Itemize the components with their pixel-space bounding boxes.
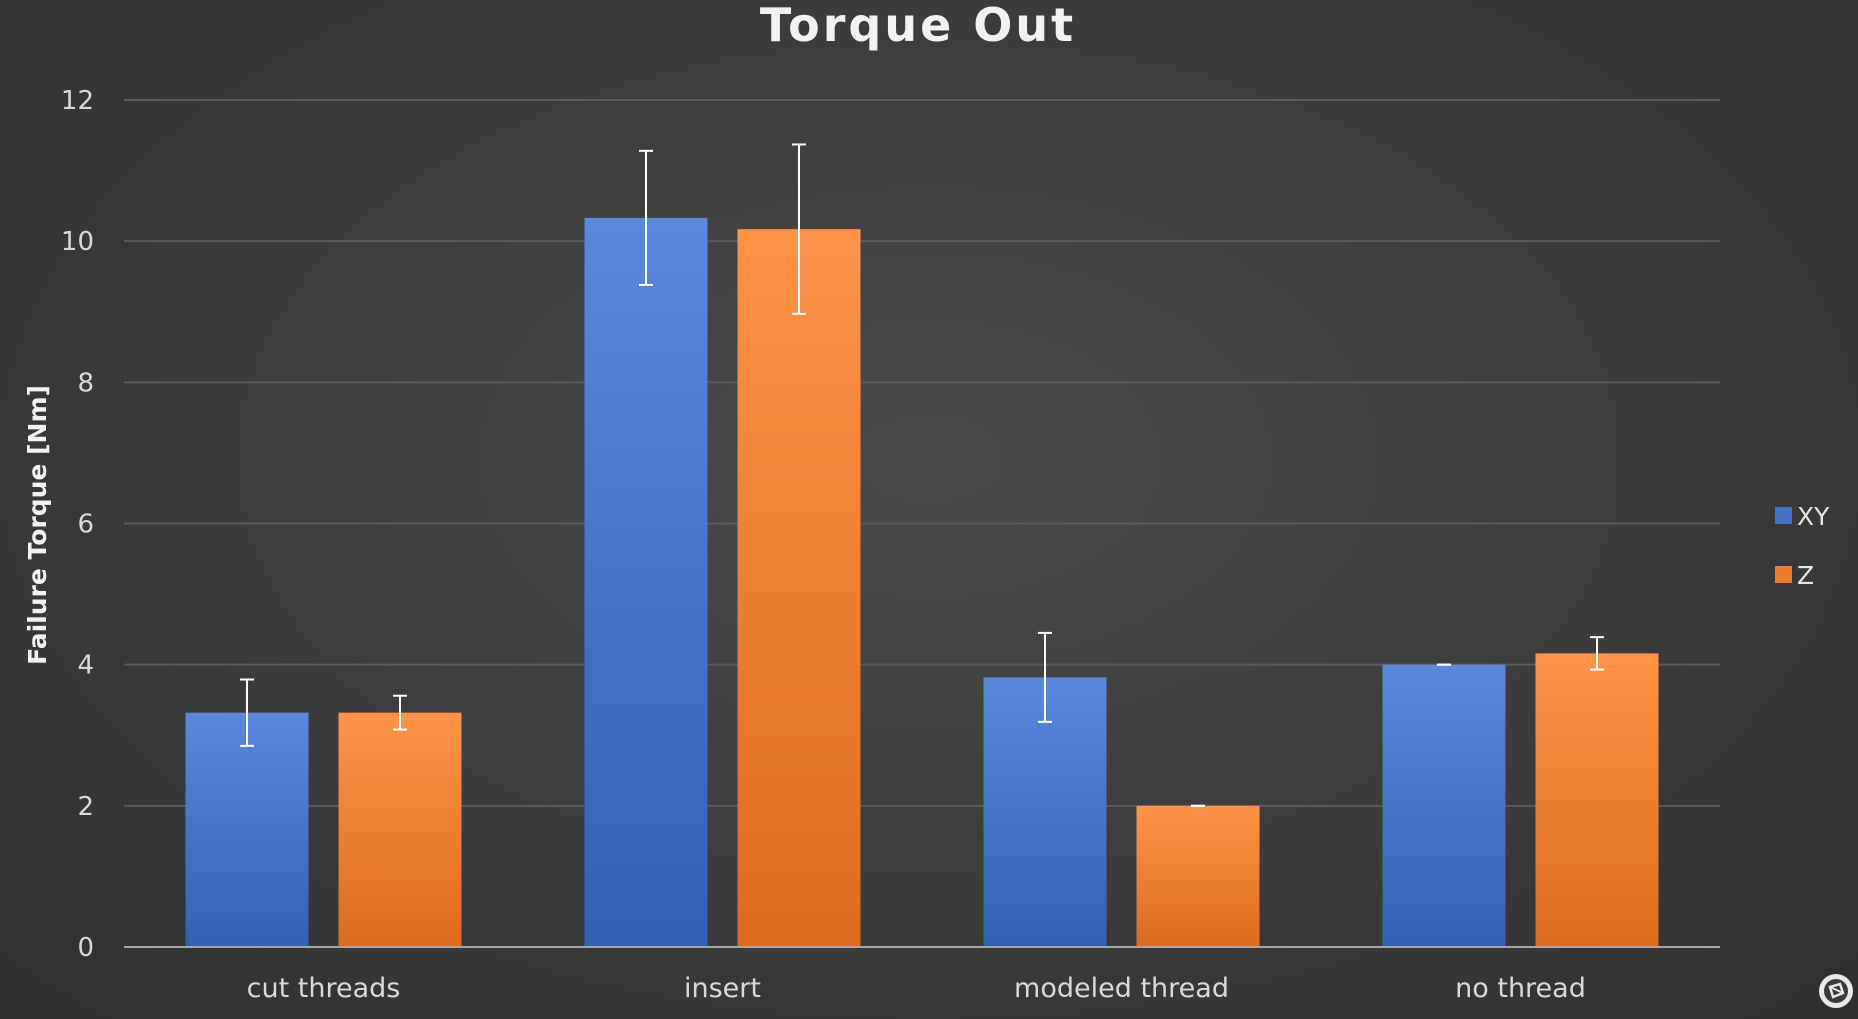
x-category-label: insert xyxy=(684,973,761,1004)
y-tick-label: 6 xyxy=(77,510,94,540)
x-category-label: no thread xyxy=(1455,973,1586,1004)
legend-label-xy: XY xyxy=(1797,502,1830,531)
bar-xy-3 xyxy=(1382,664,1506,947)
legend-swatch-z xyxy=(1775,566,1792,583)
legend-swatch-xy xyxy=(1775,507,1792,524)
bar-z-1 xyxy=(737,229,861,948)
y-tick-label: 12 xyxy=(61,86,94,116)
bars xyxy=(185,217,1659,948)
bar-z-3 xyxy=(1535,653,1659,947)
x-category-labels: cut threads insert modeled thread no thread xyxy=(247,973,1586,1004)
x-category-label: cut threads xyxy=(247,973,401,1004)
bar-xy-0 xyxy=(185,712,309,947)
x-category-label: modeled thread xyxy=(1014,973,1229,1004)
y-tick-label: 0 xyxy=(77,933,94,963)
logo-icon xyxy=(1819,974,1853,1008)
chart-title: Torque Out xyxy=(760,0,1076,52)
legend-label-z: Z xyxy=(1797,561,1814,590)
y-tick-labels: 0 2 4 6 8 10 12 xyxy=(61,86,94,963)
bar-z-0 xyxy=(338,712,462,947)
y-tick-label: 8 xyxy=(77,368,94,398)
y-tick-label: 4 xyxy=(77,651,94,681)
bar-xy-1 xyxy=(584,217,708,948)
error-bars xyxy=(240,143,1604,807)
y-tick-label: 10 xyxy=(61,227,94,257)
y-axis-label: Failure Torque [Nm] xyxy=(23,385,52,665)
legend: XY Z xyxy=(1775,502,1830,590)
bar-z-2 xyxy=(1136,805,1260,947)
y-tick-label: 2 xyxy=(77,792,94,822)
